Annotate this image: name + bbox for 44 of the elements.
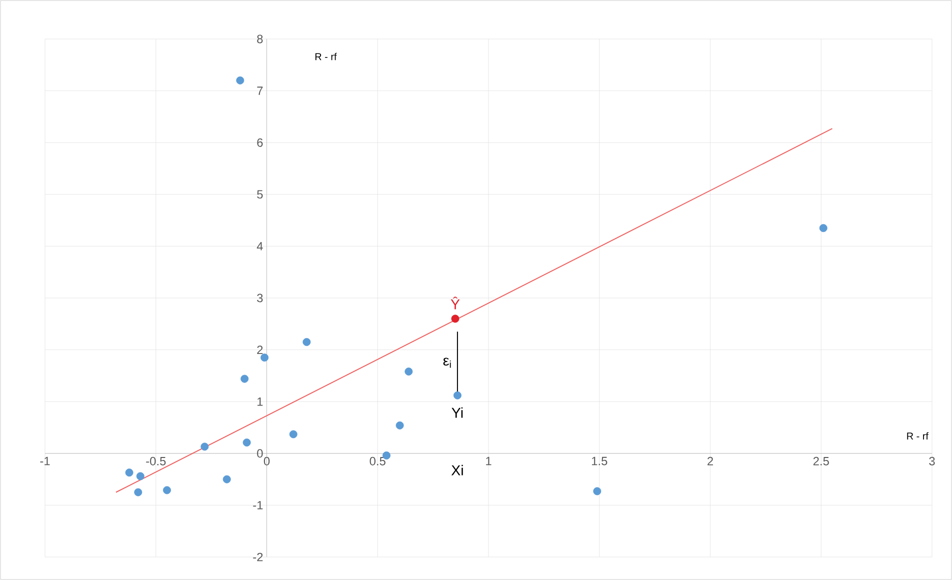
- x-tick-label: 3: [929, 456, 935, 466]
- point: [453, 391, 462, 400]
- x-axis-title: R - rf: [907, 432, 928, 440]
- point: [396, 421, 404, 430]
- point: [136, 472, 144, 480]
- x-tick-label: 2: [708, 456, 713, 466]
- y-tick-label: 0: [257, 449, 263, 458]
- point: [125, 468, 134, 477]
- x-tick-label: -1: [40, 456, 50, 466]
- point: [200, 442, 209, 451]
- annotation: Xi: [451, 464, 463, 476]
- point: [242, 438, 251, 447]
- y-tick-label: 8: [257, 34, 263, 44]
- y-tick-label: 7: [257, 86, 263, 95]
- y-tick-label: -1: [253, 501, 263, 510]
- point: [222, 475, 231, 484]
- y-tick-label: 2: [257, 346, 263, 354]
- point: [819, 224, 828, 232]
- point: [451, 314, 460, 323]
- annotation: ε$_{i}$: [443, 358, 451, 368]
- point: [240, 374, 249, 383]
- y-tick-label: 6: [257, 138, 263, 147]
- y-axis-title: R - rf: [315, 52, 337, 60]
- point: [236, 76, 244, 84]
- point: [302, 338, 311, 346]
- point: [404, 368, 413, 376]
- point: [289, 430, 298, 438]
- y-tick-label: 3: [257, 294, 263, 302]
- y-tick-label: 1: [257, 397, 263, 406]
- y-tick-label: 4: [256, 242, 263, 250]
- x-tick-label: 0.5: [370, 456, 386, 466]
- x-tick-label: -0.5: [146, 456, 166, 466]
- point: [162, 486, 171, 494]
- annotation: Ŷ: [450, 296, 460, 310]
- y-tick-label: -2: [253, 552, 263, 562]
- y-tick-label: 5: [257, 190, 263, 199]
- annotation: Yi: [452, 407, 463, 418]
- x-tick-label: 2.5: [813, 456, 829, 466]
- x-tick-label: 0: [264, 456, 270, 466]
- point: [260, 354, 269, 362]
- x-tick-label: 1: [486, 456, 492, 466]
- point: [593, 487, 602, 496]
- x-tick-label: 1.5: [592, 456, 608, 466]
- point: [134, 488, 142, 496]
